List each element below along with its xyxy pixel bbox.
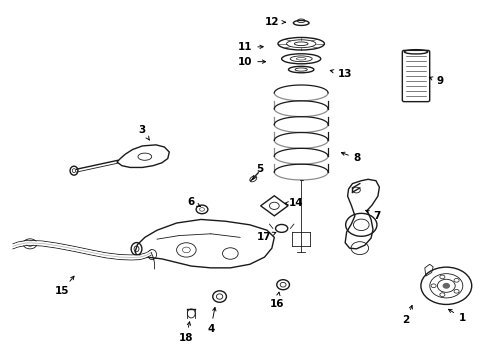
Text: 14: 14	[285, 198, 304, 208]
Text: 7: 7	[366, 210, 381, 221]
Text: 15: 15	[54, 276, 74, 296]
Text: 1: 1	[448, 309, 466, 323]
Text: 11: 11	[238, 42, 263, 52]
Text: 12: 12	[265, 17, 285, 27]
Text: 13: 13	[330, 69, 352, 79]
Text: 9: 9	[429, 76, 444, 86]
Text: 6: 6	[188, 197, 200, 207]
Text: 3: 3	[139, 125, 149, 140]
Text: 10: 10	[238, 57, 266, 67]
Text: 8: 8	[342, 152, 361, 163]
Text: 16: 16	[270, 292, 284, 309]
Text: 17: 17	[257, 232, 276, 242]
Text: 2: 2	[403, 305, 413, 325]
Text: 18: 18	[179, 322, 194, 343]
Text: 5: 5	[253, 164, 263, 179]
Circle shape	[443, 284, 449, 288]
Text: 4: 4	[207, 307, 216, 334]
